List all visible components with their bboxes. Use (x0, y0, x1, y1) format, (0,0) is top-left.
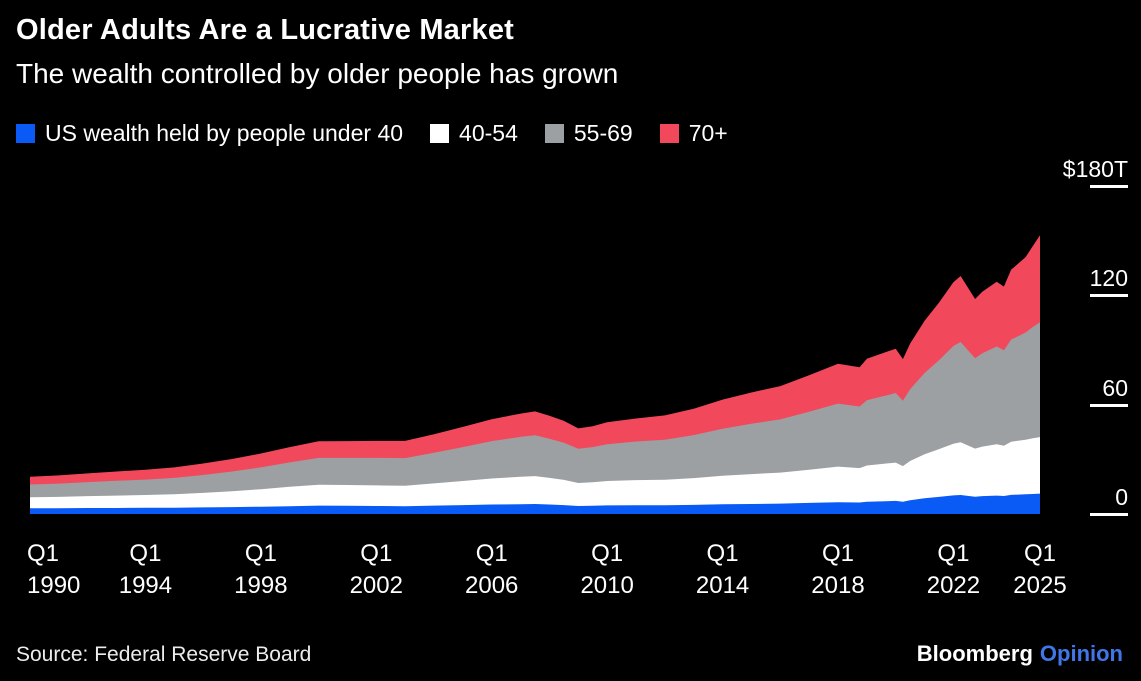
x-tick-2010: Q1 2010 (580, 538, 633, 602)
x-tick-year-label: 1990 (27, 572, 81, 599)
x-tick-1998: Q1 1998 (234, 538, 287, 602)
y-tick-mark (1090, 403, 1128, 407)
x-tick-quarter-label: Q1 (1023, 540, 1057, 567)
y-tick-mark (1090, 513, 1128, 516)
x-tick-quarter-label: Q1 (937, 540, 970, 567)
legend-label: US wealth held by people under 40 (45, 120, 404, 146)
x-tick-2006: Q1 2006 (465, 538, 518, 602)
x-tick-quarter-label: Q1 (591, 540, 624, 567)
page-subtitle: The wealth controlled by older people ha… (16, 58, 619, 89)
legend-item-0: US wealth held by people under 40 (16, 120, 403, 147)
y-tick-label: 120 (1089, 265, 1128, 292)
x-tick-2025: Q1 2025 (1013, 538, 1066, 602)
y-tick-120: 120 (1089, 264, 1128, 298)
legend-label: 70+ (688, 120, 728, 146)
legend-swatch-icon (659, 124, 679, 143)
x-tick-year-label: 2002 (349, 572, 403, 599)
legend-label: 55-69 (573, 120, 633, 146)
x-tick-year-label: 2010 (580, 572, 634, 599)
y-tick-label: $180T (1062, 156, 1128, 182)
x-tick-2014: Q1 2014 (696, 538, 749, 602)
x-tick-year-label: 2014 (695, 572, 750, 599)
y-tick-label: 0 (1115, 484, 1128, 510)
x-tick-quarter-label: Q1 (706, 540, 739, 567)
legend-item-2: 55-69 (544, 120, 633, 147)
legend-item-1: 40-54 (430, 120, 518, 147)
legend: US wealth held by people under 40 40-54 55… (16, 120, 728, 147)
stacked-area-svg (30, 235, 1040, 514)
x-tick-year-label: 1994 (118, 572, 173, 599)
area-series-0 (30, 493, 1040, 514)
brand-bloomberg: Bloomberg (916, 641, 1033, 666)
legend-swatch-icon (430, 124, 450, 143)
y-tick-0: 0 (1090, 483, 1128, 516)
x-tick-1990: Q1 1990 (27, 538, 80, 602)
x-tick-1994: Q1 1994 (119, 538, 172, 602)
legend-item-3: 70+ (659, 120, 728, 147)
y-tick-180: $180T (1063, 155, 1128, 188)
source-note: Source: Federal Reserve Board (16, 643, 312, 666)
y-tick-mark (1090, 294, 1128, 298)
area-series-2 (30, 322, 1040, 514)
y-tick-mark (1090, 185, 1128, 188)
y-tick-60: 60 (1090, 374, 1128, 407)
x-tick-year-label: 2025 (1013, 572, 1067, 599)
x-tick-year-label: 2022 (926, 572, 981, 599)
x-tick-quarter-label: Q1 (821, 540, 855, 567)
x-tick-quarter-label: Q1 (475, 540, 508, 567)
x-tick-quarter-label: Q1 (244, 540, 277, 567)
x-tick-2022: Q1 2022 (927, 538, 980, 602)
x-tick-quarter-label: Q1 (27, 540, 60, 567)
page-title: Older Adults Are a Lucrative Market (16, 14, 515, 46)
area-series-1 (30, 437, 1040, 514)
x-tick-2002: Q1 2002 (350, 538, 403, 602)
brand-logo: Bloomberg Opinion (917, 641, 1123, 667)
x-tick-year-label: 2018 (811, 572, 865, 599)
legend-swatch-icon (544, 124, 564, 143)
stacked-area-chart (30, 166, 1040, 520)
x-tick-year-label: 1998 (234, 572, 288, 599)
legend-swatch-icon (16, 124, 35, 143)
legend-label: 40-54 (459, 120, 518, 146)
x-tick-quarter-label: Q1 (129, 540, 162, 567)
y-tick-label: 60 (1102, 374, 1128, 401)
brand-opinion: Opinion (1039, 641, 1123, 666)
x-tick-quarter-label: Q1 (360, 540, 393, 567)
x-tick-2018: Q1 2018 (811, 538, 864, 602)
x-tick-year-label: 2006 (465, 572, 519, 599)
